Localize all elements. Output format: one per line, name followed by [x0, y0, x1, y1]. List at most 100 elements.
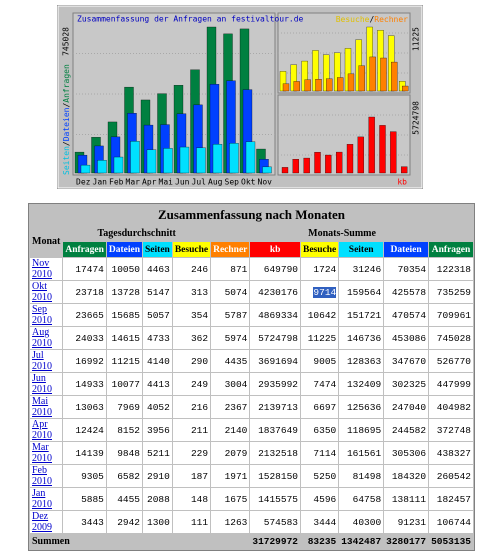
month-link[interactable]: Aug 2010 — [32, 327, 52, 349]
value-cell: 4733 — [143, 327, 172, 349]
month-label: Mai — [159, 178, 174, 187]
value-cell: 1675 — [211, 488, 250, 510]
group-monthly: Monats-Summe — [211, 226, 473, 241]
month-label: Jun — [175, 178, 190, 187]
bar-seiten — [229, 143, 239, 174]
value-cell: 404982 — [429, 396, 473, 418]
value-cell: 13728 — [106, 281, 143, 303]
value-cell: 6350 — [300, 419, 339, 441]
value-cell: 125636 — [339, 396, 384, 418]
col-month: Monat — [30, 226, 63, 257]
month-link[interactable]: Feb 2010 — [32, 465, 52, 487]
value-cell: 2139713 — [250, 396, 300, 418]
month-cell: Jun 2010 — [30, 373, 63, 395]
month-link[interactable]: Jun 2010 — [32, 373, 52, 395]
value-cell: 229 — [172, 442, 211, 464]
value-cell: 40300 — [339, 511, 384, 533]
value-cell: 128363 — [339, 350, 384, 372]
value-cell: 447999 — [429, 373, 473, 395]
value-cell: 1837649 — [250, 419, 300, 441]
month-link[interactable]: Dez 2009 — [32, 511, 52, 533]
month-link[interactable]: Jan 2010 — [32, 488, 52, 510]
value-cell: 3691694 — [250, 350, 300, 372]
month-cell: Jan 2010 — [30, 488, 63, 510]
value-cell: 1300 — [143, 511, 172, 533]
month-label: Apr — [142, 178, 157, 187]
value-cell: 5724798 — [250, 327, 300, 349]
month-label: Nov — [258, 178, 273, 187]
month-link[interactable]: Sep 2010 — [32, 304, 52, 326]
bar-seiten — [196, 147, 206, 174]
bar-rechner — [315, 78, 322, 92]
value-cell: 347670 — [384, 350, 429, 372]
month-cell: Dez 2009 — [30, 511, 63, 533]
bar-rechner — [304, 79, 311, 92]
legend: Besuche/Rechner — [336, 15, 408, 24]
value-cell: 5885 — [63, 488, 106, 510]
bar-kb — [336, 151, 343, 174]
bar-seiten — [146, 149, 157, 174]
kb-label: kb — [397, 178, 407, 187]
value-cell: 4455 — [106, 488, 143, 510]
month-label: Aug — [208, 178, 223, 187]
value-cell: 111 — [172, 511, 211, 533]
value-cell: 362 — [172, 327, 211, 349]
month-link[interactable]: Apr 2010 — [32, 419, 52, 441]
value-cell: 453086 — [384, 327, 429, 349]
column-header: Anfragen — [429, 242, 473, 257]
value-cell: 249 — [172, 373, 211, 395]
column-header: kb — [250, 242, 300, 257]
bar-kb — [303, 157, 310, 174]
value-cell: 11225 — [300, 327, 339, 349]
bar-rechner — [293, 81, 300, 92]
value-cell: 709961 — [429, 304, 473, 326]
value-cell: 4435 — [211, 350, 250, 372]
bar-seiten — [212, 144, 223, 174]
bar-seiten — [113, 156, 124, 174]
bar-kb — [390, 131, 397, 174]
value-cell: 305306 — [384, 442, 429, 464]
bar-kb — [292, 159, 299, 174]
column-header: Rechner — [211, 242, 250, 257]
month-cell: Okt 2010 — [30, 281, 63, 303]
bar-kb — [368, 116, 375, 174]
value-cell: 372748 — [429, 419, 473, 441]
total-value: 1342487 — [339, 534, 384, 549]
value-cell: 122318 — [429, 258, 473, 280]
value-cell: 574583 — [250, 511, 300, 533]
month-cell: Feb 2010 — [30, 465, 63, 487]
value-cell: 15685 — [106, 304, 143, 326]
value-cell: 14139 — [63, 442, 106, 464]
month-label: Mar — [126, 178, 141, 187]
month-link[interactable]: Mar 2010 — [32, 442, 52, 464]
value-cell: 2942 — [106, 511, 143, 533]
value-cell: 302325 — [384, 373, 429, 395]
month-cell: Sep 2010 — [30, 304, 63, 326]
column-header: Seiten — [339, 242, 384, 257]
value-cell: 148 — [172, 488, 211, 510]
month-label: Okt — [241, 178, 256, 187]
month-label: Jan — [93, 178, 108, 187]
value-cell: 91231 — [384, 511, 429, 533]
month-link[interactable]: Mai 2010 — [32, 396, 52, 418]
column-header: Dateien — [384, 242, 429, 257]
month-cell: Nov 2010 — [30, 258, 63, 280]
value-cell: 290 — [172, 350, 211, 372]
value-cell: 3004 — [211, 373, 250, 395]
value-cell: 313 — [172, 281, 211, 303]
value-cell: 17474 — [63, 258, 106, 280]
value-cell: 2140 — [211, 419, 250, 441]
value-cell: 1415575 — [250, 488, 300, 510]
value-cell: 146736 — [339, 327, 384, 349]
month-link[interactable]: Jul 2010 — [32, 350, 52, 372]
value-cell: 216 — [172, 396, 211, 418]
column-header: Seiten — [143, 242, 172, 257]
value-cell: 10642 — [300, 304, 339, 326]
column-header: Anfragen — [63, 242, 106, 257]
month-link[interactable]: Nov 2010 — [32, 258, 52, 280]
table-title: Zusammenfassung nach Monaten — [30, 205, 473, 225]
value-cell: 1263 — [211, 511, 250, 533]
value-cell: 23665 — [63, 304, 106, 326]
value-cell: 354 — [172, 304, 211, 326]
month-link[interactable]: Okt 2010 — [32, 281, 52, 303]
